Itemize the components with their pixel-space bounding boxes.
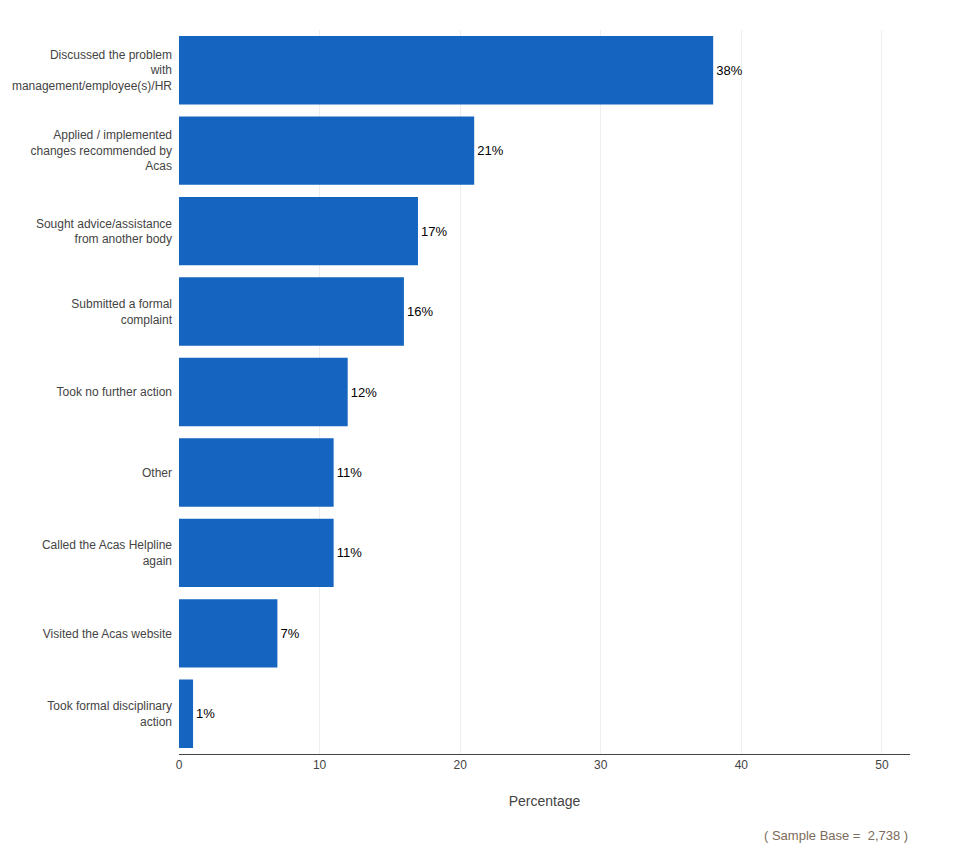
svg-text:Other: Other <box>142 466 172 480</box>
svg-text:10: 10 <box>313 758 327 772</box>
svg-text:Took no further action: Took no further action <box>57 385 172 399</box>
svg-text:16%: 16% <box>407 304 433 319</box>
svg-text:20: 20 <box>453 758 467 772</box>
svg-text:Percentage: Percentage <box>509 793 581 809</box>
svg-text:Called the Acas Helplineagain: Called the Acas Helplineagain <box>42 538 172 568</box>
svg-text:Sought advice/assistancefrom a: Sought advice/assistancefrom another bod… <box>36 217 172 247</box>
svg-text:Took formal disciplinaryaction: Took formal disciplinaryaction <box>47 699 172 729</box>
svg-text:50: 50 <box>875 758 889 772</box>
svg-text:Discussed the problemwithmanag: Discussed the problemwithmanagement/empl… <box>12 48 172 93</box>
svg-text:30: 30 <box>594 758 608 772</box>
svg-text:1%: 1% <box>196 706 215 721</box>
svg-text:11%: 11% <box>337 465 362 480</box>
svg-text:Submitted a formalcomplaint: Submitted a formalcomplaint <box>71 297 172 327</box>
svg-text:21%: 21% <box>477 143 503 158</box>
svg-text:40: 40 <box>735 758 749 772</box>
svg-text:11%: 11% <box>337 545 362 560</box>
svg-text:( Sample Base = 2,738 ): ( Sample Base = 2,738 ) <box>764 828 908 843</box>
svg-text:Visited the Acas website: Visited the Acas website <box>43 627 173 641</box>
svg-text:17%: 17% <box>421 224 447 239</box>
svg-text:0: 0 <box>176 758 183 772</box>
svg-text:12%: 12% <box>351 385 377 400</box>
svg-text:7%: 7% <box>280 626 299 641</box>
svg-text:38%: 38% <box>716 63 742 78</box>
svg-text:Applied / implementedchanges r: Applied / implementedchanges recommended… <box>31 128 172 173</box>
